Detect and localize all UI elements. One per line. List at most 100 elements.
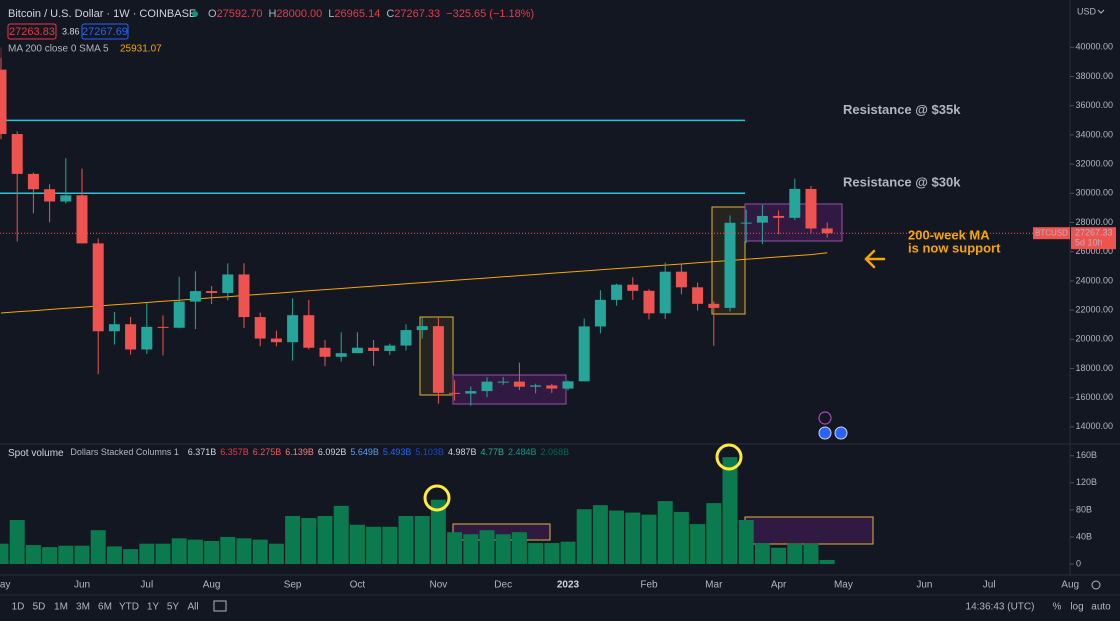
ask-price[interactable]: 27267.69 [82, 26, 128, 38]
sell-button[interactable] [7, 23, 57, 40]
volume-bar [592, 505, 608, 564]
scale-option[interactable]: % [1053, 602, 1062, 613]
candle-body [740, 222, 752, 224]
candle-body [449, 392, 461, 394]
candle-body [189, 291, 201, 302]
y-tick-label: 34000.00 [1075, 129, 1113, 139]
candle-body [60, 195, 72, 202]
range-button[interactable]: All [187, 602, 198, 613]
event-icon[interactable] [818, 411, 832, 425]
event-icon[interactable] [818, 426, 832, 440]
date-range-icon[interactable] [213, 600, 227, 612]
volume-bar [479, 530, 495, 564]
x-tick-label: 2023 [557, 580, 580, 591]
volume-tick-label: 80B [1076, 504, 1092, 514]
volume-bar [787, 543, 803, 564]
volume-legend-value: 2.068B [541, 447, 570, 457]
candle-body [481, 381, 493, 392]
currency-selector[interactable]: USD [1077, 6, 1097, 16]
candle-body [773, 215, 785, 218]
candle-body [92, 243, 104, 332]
candle-body [675, 271, 687, 288]
volume-bar [398, 515, 414, 564]
range-button[interactable]: 1Y [147, 602, 160, 613]
candle-body [400, 330, 412, 346]
y-tick-label: 32000.00 [1075, 158, 1113, 168]
candle-body [692, 287, 704, 304]
volume-legend-value: 6.139B [285, 447, 314, 457]
x-tick-label: Nov [430, 580, 448, 591]
volume-bar [139, 543, 155, 564]
volume-bar [414, 515, 430, 564]
candle-body [238, 274, 250, 318]
market-status [192, 11, 198, 17]
candle-body [27, 173, 39, 190]
volume-bar [268, 543, 284, 564]
candle-body [611, 284, 623, 300]
candle-body [141, 326, 153, 350]
candle-body [497, 381, 509, 383]
settings-icon[interactable] [1091, 580, 1101, 590]
change: −325.65 (−1.18%) [446, 8, 534, 20]
candle-body [513, 381, 525, 387]
candle-body [303, 315, 315, 348]
range-button[interactable]: 5D [33, 602, 46, 613]
volume-bar [9, 520, 25, 564]
ohlc-key: H [268, 8, 276, 20]
range-button[interactable]: 5Y [167, 602, 180, 613]
volume-subtitle: Dollars Stacked Columns 1 [70, 447, 179, 457]
buy-button[interactable] [81, 23, 129, 40]
volume-bar [301, 518, 317, 564]
candle-body [724, 222, 736, 308]
symbol-title[interactable]: Bitcoin / U.S. Dollar · 1W · COINBASE [8, 8, 196, 20]
x-tick-label: Aug [1061, 580, 1079, 591]
bid-price[interactable]: 27263.83 [9, 26, 55, 38]
candle-body [789, 188, 801, 218]
x-tick-label: May [0, 580, 10, 591]
volume-tick-label: 120B [1076, 477, 1097, 487]
y-tick-label: 20000.00 [1075, 334, 1113, 344]
range-button[interactable]: YTD [119, 602, 139, 613]
candle-body [805, 188, 817, 229]
candle-body [319, 347, 331, 357]
volume-bar [673, 511, 689, 564]
volume-bar [609, 510, 625, 564]
volume-legend: Spot volume Dollars Stacked Columns 1 6.… [8, 447, 569, 458]
volume-bar [349, 524, 365, 564]
candle-body [44, 189, 56, 202]
range-button[interactable]: 6M [98, 602, 112, 613]
price-tag-value: 27267.33 [1075, 228, 1113, 238]
y-tick-label: 40000.00 [1075, 42, 1113, 52]
volume-title[interactable]: Spot volume [8, 448, 64, 459]
volume-bar [106, 546, 122, 564]
candle-body [173, 301, 185, 328]
support-note: 200-week MA [908, 227, 990, 242]
volume-legend-value: 4.987B [448, 447, 477, 457]
volume-bar [25, 545, 41, 564]
overlay [423, 443, 743, 512]
volume-bar [738, 520, 754, 564]
candle-body [578, 326, 590, 382]
volume-bar [187, 539, 203, 564]
volume-bar [560, 541, 576, 564]
volume-bar [754, 543, 770, 564]
volume-legend-value: 5.493B [383, 447, 412, 457]
volume-bar [171, 538, 187, 564]
volume-bar [511, 532, 527, 564]
symbol-tag-label: BTCUSD [1035, 228, 1068, 237]
candle-body [659, 271, 671, 314]
y-tick-label: 14000.00 [1075, 421, 1113, 431]
volume-bar [544, 543, 560, 564]
volume-bar [657, 501, 673, 564]
range-button[interactable]: 1M [54, 602, 68, 613]
header-backdrop [0, 0, 560, 58]
scale-option[interactable]: log [1070, 602, 1083, 613]
volume-legend-value: 6.371B [188, 447, 217, 457]
event-icon[interactable] [834, 426, 848, 440]
scale-option[interactable]: auto [1091, 602, 1111, 613]
volume-bar [123, 549, 139, 564]
range-button[interactable]: 3M [76, 602, 90, 613]
range-button[interactable]: 1D [12, 602, 25, 613]
indicator-name[interactable]: MA 200 close 0 SMA 5 [8, 44, 109, 55]
